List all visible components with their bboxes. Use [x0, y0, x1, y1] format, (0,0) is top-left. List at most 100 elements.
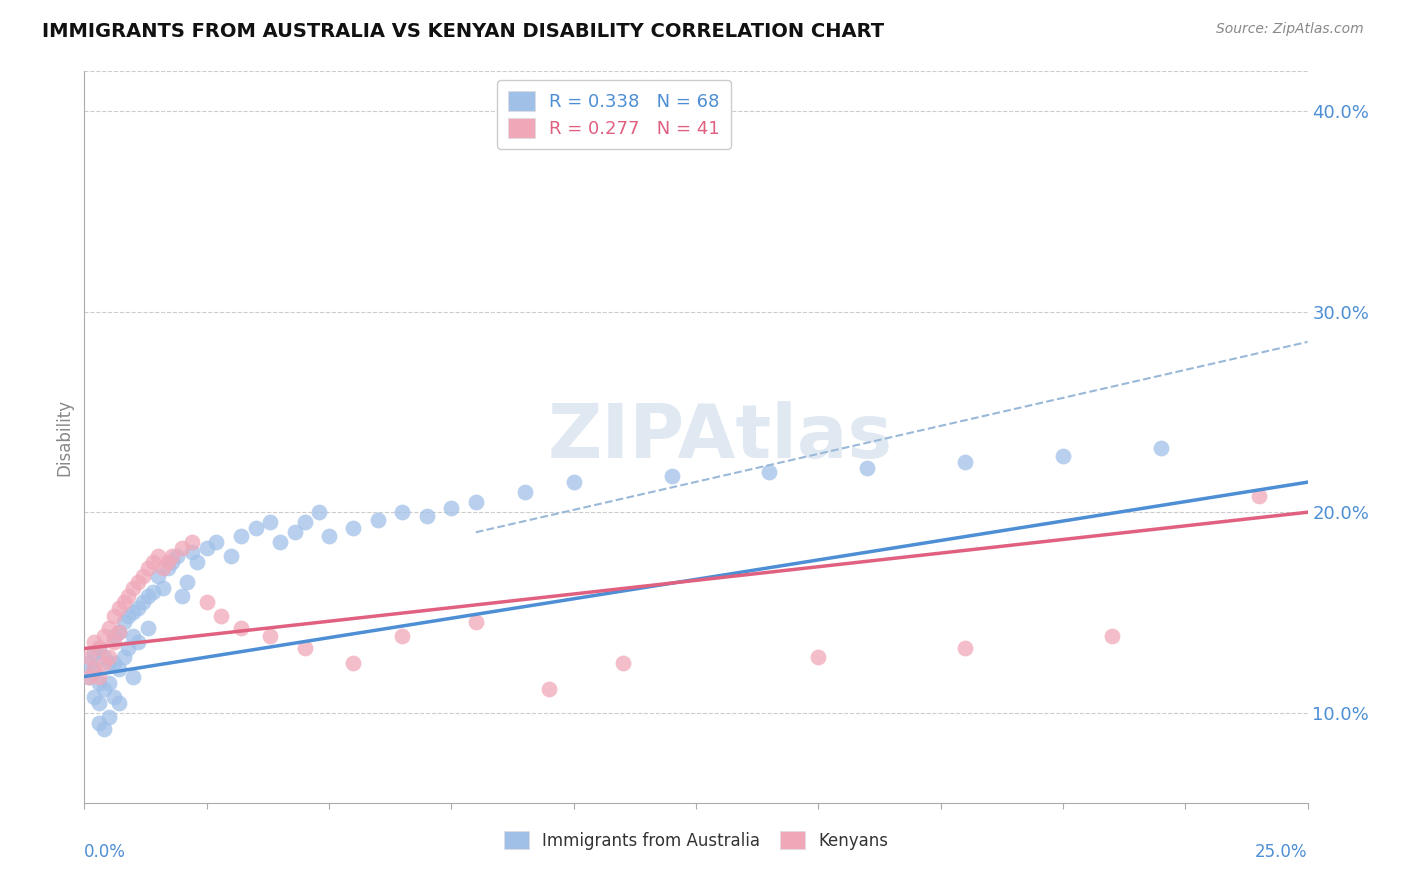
Text: ZIPAtlas: ZIPAtlas — [548, 401, 893, 474]
Point — [87, 669, 110, 683]
Point — [97, 656, 120, 670]
Point — [181, 545, 204, 559]
Point — [93, 656, 115, 670]
Point — [97, 709, 120, 723]
Point — [103, 656, 125, 670]
Point — [93, 630, 115, 644]
Text: IMMIGRANTS FROM AUSTRALIA VS KENYAN DISABILITY CORRELATION CHART: IMMIGRANTS FROM AUSTRALIA VS KENYAN DISA… — [42, 22, 884, 41]
Point — [77, 669, 100, 683]
Point — [209, 609, 232, 624]
Point — [538, 681, 561, 696]
Point — [83, 690, 105, 704]
Point — [117, 590, 139, 604]
Point — [464, 615, 486, 630]
Point — [93, 649, 115, 664]
Point — [127, 601, 149, 615]
Point — [103, 609, 125, 624]
Point — [146, 569, 169, 583]
Point — [112, 595, 135, 609]
Point — [219, 549, 242, 564]
Point — [87, 696, 110, 710]
Point — [107, 625, 129, 640]
Point — [93, 722, 115, 736]
Point — [269, 535, 291, 549]
Point — [205, 535, 228, 549]
Point — [612, 656, 634, 670]
Point — [77, 669, 100, 683]
Point — [117, 641, 139, 656]
Point — [856, 461, 879, 475]
Point — [391, 630, 413, 644]
Point — [342, 521, 364, 535]
Point — [83, 661, 105, 675]
Point — [103, 630, 125, 644]
Point — [342, 656, 364, 670]
Point — [294, 641, 316, 656]
Point — [93, 681, 115, 696]
Point — [83, 646, 105, 660]
Point — [77, 656, 100, 670]
Point — [83, 635, 105, 649]
Point — [440, 501, 463, 516]
Point — [308, 505, 330, 519]
Point — [122, 582, 145, 596]
Point — [259, 630, 281, 644]
Point — [195, 541, 218, 556]
Point — [156, 561, 179, 575]
Point — [77, 649, 100, 664]
Point — [807, 649, 830, 664]
Point — [146, 549, 169, 564]
Point — [367, 513, 389, 527]
Point — [294, 515, 316, 529]
Point — [562, 475, 585, 490]
Point — [152, 561, 174, 575]
Text: 0.0%: 0.0% — [84, 843, 127, 861]
Point — [464, 495, 486, 509]
Point — [122, 630, 145, 644]
Point — [142, 585, 165, 599]
Point — [1052, 449, 1074, 463]
Legend: Immigrants from Australia, Kenyans: Immigrants from Australia, Kenyans — [496, 824, 896, 856]
Point — [172, 541, 194, 556]
Point — [132, 569, 155, 583]
Point — [259, 515, 281, 529]
Point — [953, 455, 976, 469]
Point — [156, 555, 179, 569]
Point — [142, 555, 165, 569]
Point — [103, 635, 125, 649]
Point — [172, 590, 194, 604]
Point — [152, 582, 174, 596]
Point — [107, 601, 129, 615]
Point — [87, 641, 110, 656]
Point — [166, 549, 188, 564]
Point — [127, 575, 149, 590]
Point — [112, 615, 135, 630]
Point — [391, 505, 413, 519]
Point — [122, 669, 145, 683]
Point — [97, 649, 120, 664]
Point — [1101, 630, 1123, 644]
Text: Source: ZipAtlas.com: Source: ZipAtlas.com — [1216, 22, 1364, 37]
Y-axis label: Disability: Disability — [55, 399, 73, 475]
Point — [758, 465, 780, 479]
Point — [245, 521, 267, 535]
Point — [284, 525, 307, 540]
Point — [181, 535, 204, 549]
Point — [229, 529, 252, 543]
Point — [83, 661, 105, 675]
Point — [117, 609, 139, 624]
Point — [97, 622, 120, 636]
Point — [122, 606, 145, 620]
Point — [97, 675, 120, 690]
Point — [107, 625, 129, 640]
Point — [1150, 441, 1173, 455]
Point — [176, 575, 198, 590]
Point — [107, 661, 129, 675]
Point — [136, 590, 159, 604]
Point — [103, 690, 125, 704]
Point — [186, 555, 208, 569]
Point — [513, 485, 536, 500]
Point — [953, 641, 976, 656]
Point — [318, 529, 340, 543]
Point — [136, 622, 159, 636]
